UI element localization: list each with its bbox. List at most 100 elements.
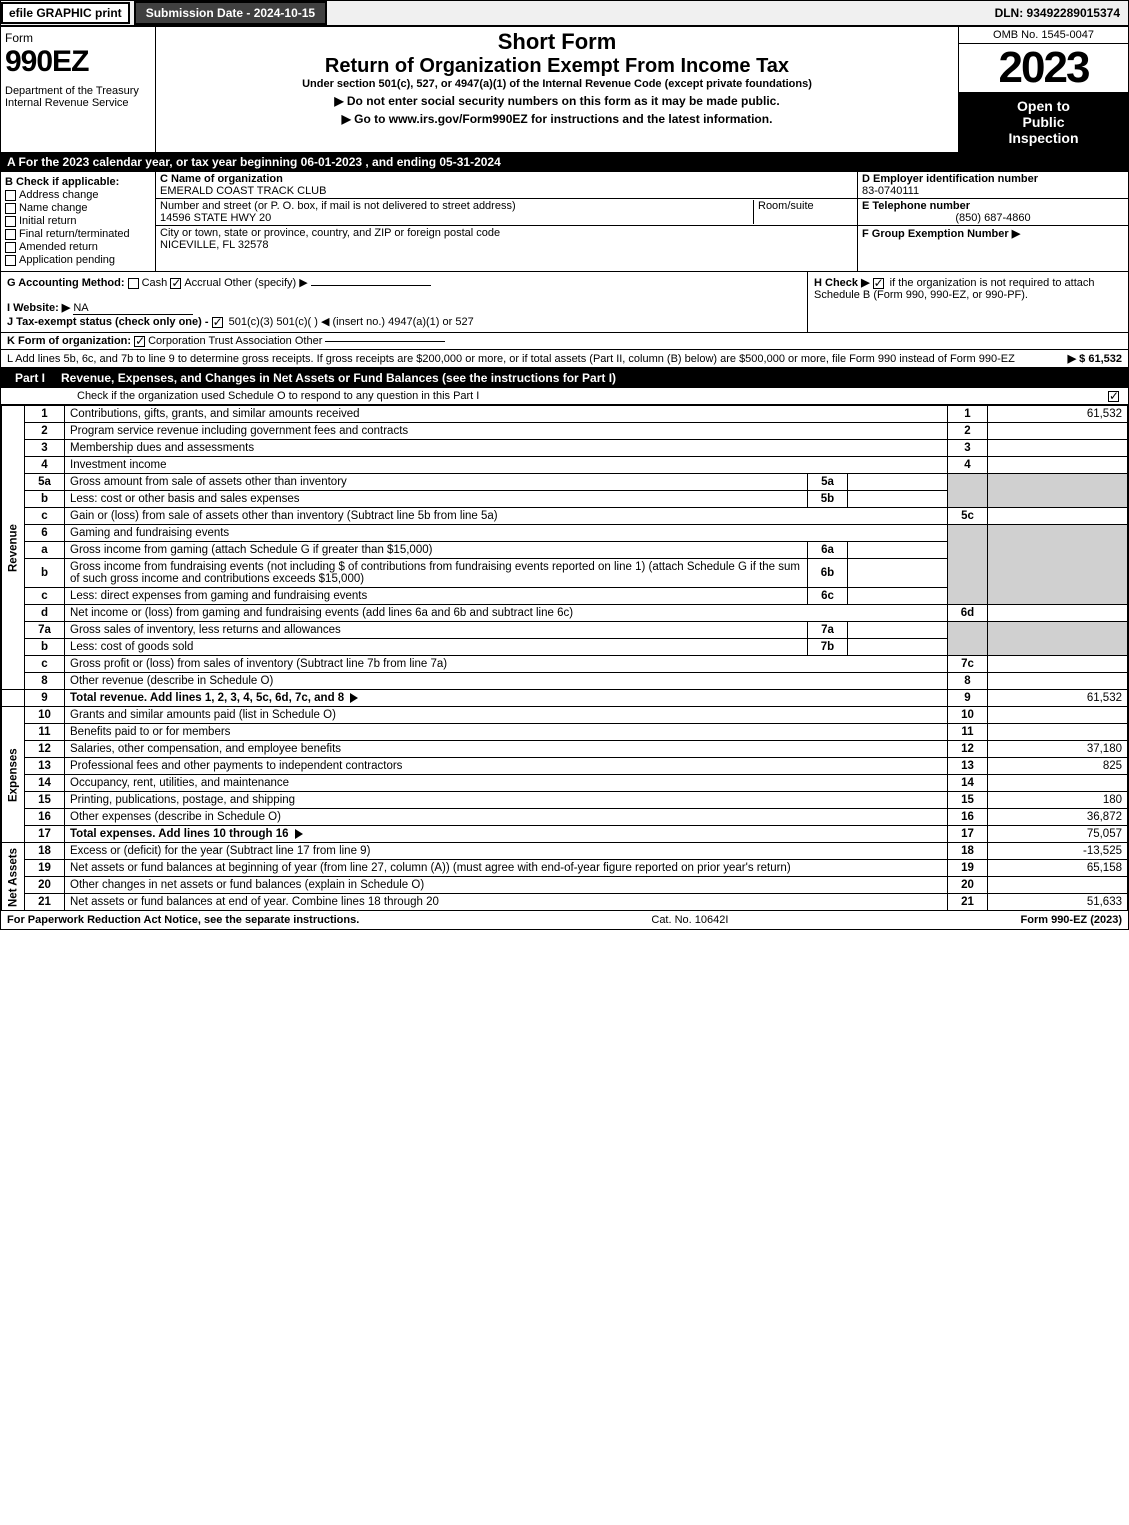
line-15: Printing, publications, postage, and shi…	[65, 792, 948, 809]
line-19-value: 65,158	[988, 860, 1128, 877]
goto-link[interactable]: ▶ Go to www.irs.gov/Form990EZ for instru…	[162, 112, 952, 126]
g-label: G Accounting Method:	[7, 277, 125, 289]
line-2: Program service revenue including govern…	[65, 423, 948, 440]
g-accounting: G Accounting Method: Cash Accrual Other …	[1, 272, 808, 332]
part1-header: Part I Revenue, Expenses, and Changes in…	[1, 368, 1128, 388]
short-form-title: Short Form	[162, 29, 952, 55]
website-value: NA	[73, 302, 193, 315]
line-16: Other expenses (describe in Schedule O)	[65, 809, 948, 826]
header-left: Form 990EZ Department of the Treasury In…	[1, 27, 156, 152]
part1-checkline: Check if the organization used Schedule …	[1, 388, 1128, 405]
footer-left: For Paperwork Reduction Act Notice, see …	[7, 914, 359, 926]
j-opts: 501(c)(3) 501(c)( ) ◀ (insert no.) 4947(…	[229, 316, 474, 328]
i-label: I Website: ▶	[7, 302, 70, 314]
chk-final[interactable]: Final return/terminated	[5, 228, 151, 240]
line-16-value: 36,872	[988, 809, 1128, 826]
line-17-value: 75,057	[988, 826, 1128, 843]
chk-accrual[interactable]	[170, 278, 181, 289]
inspect-line3: Inspection	[963, 130, 1124, 146]
lines-table: Revenue 1 Contributions, gifts, grants, …	[1, 405, 1128, 911]
arrow-icon	[295, 829, 303, 839]
part1-heading: Revenue, Expenses, and Changes in Net As…	[61, 371, 616, 385]
arrow-icon	[350, 693, 358, 703]
j-label: J Tax-exempt status (check only one) -	[7, 316, 209, 328]
netassets-label: Net Assets	[2, 843, 25, 911]
chk-amended[interactable]: Amended return	[5, 241, 151, 253]
footer: For Paperwork Reduction Act Notice, see …	[1, 911, 1128, 929]
b-title: B Check if applicable:	[5, 176, 119, 188]
line-1-value: 61,532	[988, 406, 1128, 423]
d-label: D Employer identification number	[862, 173, 1038, 185]
footer-form: Form 990-EZ (2023)	[1021, 914, 1122, 926]
line-17: Total expenses. Add lines 10 through 16	[65, 826, 948, 843]
main-title: Return of Organization Exempt From Incom…	[162, 55, 952, 78]
line-5a: Gross amount from sale of assets other t…	[65, 474, 808, 491]
form-word: Form	[5, 31, 151, 45]
l-text: L Add lines 5b, 6c, and 7b to line 9 to …	[7, 353, 1068, 365]
efile-print-button[interactable]: efile GRAPHIC print	[1, 2, 130, 24]
e-label: E Telephone number	[862, 200, 970, 212]
c-street-label: Number and street (or P. O. box, if mail…	[160, 200, 516, 212]
line-6: Gaming and fundraising events	[65, 525, 948, 542]
omb-number: OMB No. 1545-0047	[959, 27, 1128, 44]
phone-value: (850) 687-4860	[862, 212, 1124, 224]
line-8: Other revenue (describe in Schedule O)	[65, 673, 948, 690]
line-7c: Gross profit or (loss) from sales of inv…	[65, 656, 948, 673]
line-12-value: 37,180	[988, 741, 1128, 758]
chk-cash[interactable]	[128, 278, 139, 289]
chk-address[interactable]: Address change	[5, 189, 151, 201]
line-10: Grants and similar amounts paid (list in…	[65, 707, 948, 724]
l-line: L Add lines 5b, 6c, and 7b to line 9 to …	[1, 350, 1128, 368]
chk-h[interactable]	[873, 278, 884, 289]
f-label: F Group Exemption Number ▶	[862, 228, 1020, 240]
line-3: Membership dues and assessments	[65, 440, 948, 457]
line-15-value: 180	[988, 792, 1128, 809]
line-21-value: 51,633	[988, 894, 1128, 911]
section-bcdef: B Check if applicable: Address change Na…	[1, 172, 1128, 272]
line-6c: Less: direct expenses from gaming and fu…	[65, 588, 808, 605]
line-7b: Less: cost of goods sold	[65, 639, 808, 656]
submission-date-button[interactable]: Submission Date - 2024-10-15	[134, 1, 327, 25]
form-number: 990EZ	[5, 45, 151, 79]
line-7a: Gross sales of inventory, less returns a…	[65, 622, 808, 639]
line-6b: Gross income from fundraising events (no…	[65, 559, 808, 588]
chk-name[interactable]: Name change	[5, 202, 151, 214]
line-5b: Less: cost or other basis and sales expe…	[65, 491, 808, 508]
footer-cat: Cat. No. 10642I	[359, 914, 1020, 926]
line-9: Total revenue. Add lines 1, 2, 3, 4, 5c,…	[65, 690, 948, 707]
dept-text: Department of the Treasury Internal Reve…	[5, 85, 151, 109]
inspection-badge: Open to Public Inspection	[959, 92, 1128, 152]
chk-501c3[interactable]	[212, 317, 223, 328]
chk-initial[interactable]: Initial return	[5, 215, 151, 227]
line-14: Occupancy, rent, utilities, and maintena…	[65, 775, 948, 792]
row-a-tax-year: A For the 2023 calendar year, or tax yea…	[1, 153, 1128, 172]
k-opts: Corporation Trust Association Other	[148, 335, 322, 347]
expenses-label: Expenses	[2, 707, 25, 843]
revenue-label: Revenue	[2, 406, 25, 690]
line-12: Salaries, other compensation, and employ…	[65, 741, 948, 758]
org-name: EMERALD COAST TRACK CLUB	[160, 185, 326, 197]
col-def: D Employer identification number 83-0740…	[858, 172, 1128, 271]
line-18-value: -13,525	[988, 843, 1128, 860]
header-center: Short Form Return of Organization Exempt…	[156, 27, 958, 152]
line-9-value: 61,532	[988, 690, 1128, 707]
header: Form 990EZ Department of the Treasury In…	[1, 27, 1128, 153]
line-20: Other changes in net assets or fund bala…	[65, 877, 948, 894]
c-name-label: C Name of organization	[160, 173, 283, 185]
col-b-checkboxes: B Check if applicable: Address change Na…	[1, 172, 156, 271]
inspect-line1: Open to	[963, 98, 1124, 114]
chk-pending[interactable]: Application pending	[5, 254, 151, 266]
room-label: Room/suite	[758, 200, 814, 212]
form-container: efile GRAPHIC print Submission Date - 20…	[0, 0, 1129, 930]
chk-corp[interactable]	[134, 336, 145, 347]
org-street: 14596 STATE HWY 20	[160, 212, 271, 224]
topbar: efile GRAPHIC print Submission Date - 20…	[1, 1, 1128, 27]
l-value: ▶ $ 61,532	[1068, 352, 1122, 365]
ssn-warning: ▶ Do not enter social security numbers o…	[162, 94, 952, 108]
k-label: K Form of organization:	[7, 335, 131, 347]
chk-schedule-o[interactable]	[1108, 391, 1119, 402]
line-1: Contributions, gifts, grants, and simila…	[65, 406, 948, 423]
line-21: Net assets or fund balances at end of ye…	[65, 894, 948, 911]
line-13-value: 825	[988, 758, 1128, 775]
k-line: K Form of organization: Corporation Trus…	[1, 333, 1128, 350]
